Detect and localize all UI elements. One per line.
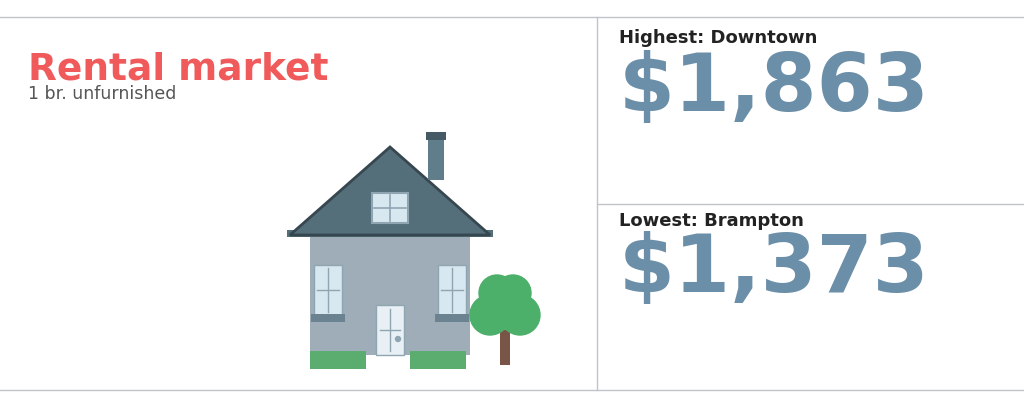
Bar bbox=[310, 351, 366, 369]
Bar bbox=[376, 305, 404, 355]
Bar bbox=[426, 132, 446, 140]
Bar bbox=[314, 265, 342, 315]
Circle shape bbox=[495, 275, 531, 311]
Bar bbox=[311, 314, 345, 322]
Bar bbox=[428, 135, 444, 180]
Polygon shape bbox=[287, 230, 493, 237]
Bar bbox=[376, 305, 404, 355]
Bar bbox=[438, 265, 466, 315]
Circle shape bbox=[470, 295, 510, 335]
Bar bbox=[372, 193, 408, 223]
Circle shape bbox=[479, 275, 515, 311]
Bar bbox=[500, 330, 510, 365]
Text: Rental market: Rental market bbox=[28, 52, 329, 88]
Bar bbox=[310, 235, 470, 355]
Bar bbox=[410, 351, 466, 369]
Text: Lowest: Brampton: Lowest: Brampton bbox=[618, 212, 804, 230]
Circle shape bbox=[500, 295, 540, 335]
Text: $1,373: $1,373 bbox=[618, 232, 930, 309]
Polygon shape bbox=[290, 147, 490, 235]
Circle shape bbox=[479, 277, 531, 329]
Bar bbox=[438, 265, 466, 315]
Bar bbox=[314, 265, 342, 315]
Circle shape bbox=[395, 337, 400, 341]
Bar bbox=[435, 314, 469, 322]
Bar bbox=[372, 193, 408, 223]
Text: 1 br. unfurnished: 1 br. unfurnished bbox=[28, 85, 176, 103]
Text: $1,863: $1,863 bbox=[618, 50, 930, 128]
Text: Highest: Downtown: Highest: Downtown bbox=[618, 29, 817, 47]
